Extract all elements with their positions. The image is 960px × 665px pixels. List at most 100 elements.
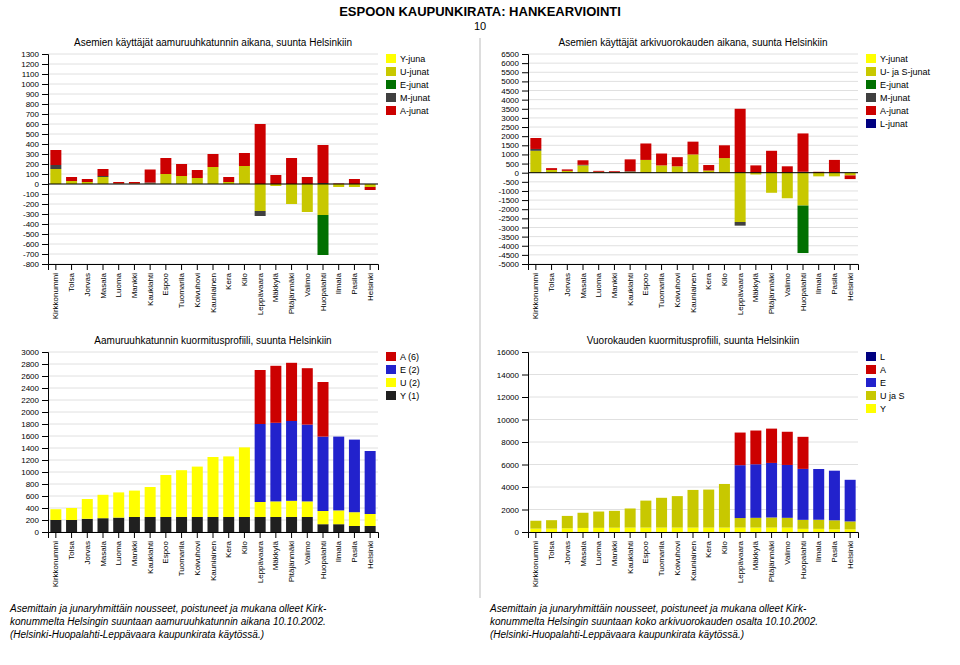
tick-label: -800 bbox=[23, 260, 40, 269]
bar bbox=[703, 489, 714, 490]
bar bbox=[50, 169, 61, 184]
tick: 700 bbox=[26, 110, 48, 119]
bar bbox=[672, 166, 683, 172]
tick-mark bbox=[42, 54, 48, 55]
tick: Pasila bbox=[830, 264, 839, 295]
tick-label: Mäkkylä bbox=[271, 272, 280, 302]
bar bbox=[750, 165, 761, 172]
tick-label: 3500 bbox=[501, 105, 519, 114]
tick-label: Pitäjänmäki bbox=[287, 541, 296, 583]
legend-label: M-junat bbox=[400, 93, 431, 103]
tick: Espoo bbox=[641, 532, 650, 564]
chart: 0200400600800100012001400160018002000220… bbox=[21, 335, 420, 587]
tick: 1400 bbox=[21, 444, 48, 453]
x-axis: KirkkonummiTolsaJorvasMasalaLuomaMankkiK… bbox=[49, 532, 379, 587]
legend-swatch bbox=[866, 378, 876, 387]
tick-mark bbox=[71, 264, 72, 270]
tick-label: Mankki bbox=[130, 273, 139, 299]
tick-label: 16000 bbox=[497, 348, 520, 357]
tick-label: Masala bbox=[99, 540, 108, 566]
tick-label: Huopalahti bbox=[319, 541, 328, 579]
bar bbox=[625, 159, 636, 171]
grid-line bbox=[528, 108, 858, 109]
legend: A (6)E (2)U (2)Y (1) bbox=[386, 352, 420, 401]
bar bbox=[66, 508, 77, 520]
bar bbox=[98, 176, 109, 177]
tick-label: -600 bbox=[23, 240, 40, 249]
chart-title: Aamuruuhkatunnin kuormitusprofiili, suun… bbox=[94, 335, 331, 346]
bar bbox=[562, 515, 573, 516]
tick: Kauklahti bbox=[146, 532, 155, 574]
bar bbox=[640, 528, 651, 532]
tick-label: 800 bbox=[26, 480, 40, 489]
bar bbox=[672, 528, 683, 532]
bar bbox=[113, 492, 124, 493]
chart: -5000-4500-4000-3500-3000-2500-2000-1500… bbox=[499, 37, 931, 319]
bar bbox=[609, 511, 620, 528]
tick-mark bbox=[677, 264, 678, 270]
tick: 0 bbox=[515, 528, 528, 537]
bar bbox=[688, 489, 699, 490]
tick-mark bbox=[693, 264, 694, 270]
tick-mark bbox=[42, 154, 48, 155]
tick-label: Kilo bbox=[240, 272, 249, 286]
bar bbox=[656, 497, 667, 498]
tick-label: 200 bbox=[26, 160, 40, 169]
tick-mark bbox=[834, 264, 835, 270]
grid-line bbox=[528, 54, 858, 55]
tick-label: 8000 bbox=[501, 438, 519, 447]
tick: -1000 bbox=[499, 187, 528, 196]
bar bbox=[208, 457, 219, 458]
tick-label: Leppävaara bbox=[736, 272, 745, 315]
grid bbox=[48, 54, 378, 264]
tick: -4500 bbox=[499, 251, 528, 260]
tick-label: 6500 bbox=[501, 50, 519, 59]
bar bbox=[719, 145, 730, 158]
tick: Koivuhovi bbox=[193, 532, 202, 576]
bar bbox=[798, 133, 809, 171]
bar bbox=[160, 158, 171, 174]
tick-mark bbox=[165, 264, 166, 270]
bar bbox=[703, 165, 714, 170]
tick: 1500 bbox=[501, 141, 528, 150]
tick-label: Tuomarila bbox=[657, 540, 666, 576]
tick-mark bbox=[535, 264, 536, 270]
bar bbox=[286, 421, 297, 501]
tick: Koivuhovi bbox=[193, 264, 202, 308]
bar bbox=[625, 508, 636, 509]
bar bbox=[50, 509, 61, 520]
tick-mark bbox=[228, 264, 229, 270]
bar bbox=[208, 167, 219, 184]
tick-label: Kirkkonummi bbox=[531, 273, 540, 319]
bar bbox=[176, 517, 187, 532]
bar bbox=[813, 173, 824, 177]
tick-label: Pasila bbox=[350, 272, 359, 294]
tick-label: 800 bbox=[26, 100, 40, 109]
tick: 3000 bbox=[501, 114, 528, 123]
bar bbox=[192, 178, 203, 184]
tick: Valimo bbox=[303, 532, 312, 565]
tick-mark bbox=[103, 532, 104, 538]
divider bbox=[480, 38, 481, 598]
y-axis: 0200040006000800010000120001400016000 bbox=[497, 348, 529, 537]
bar bbox=[766, 528, 777, 532]
tick-label: Pasila bbox=[830, 540, 839, 562]
bar bbox=[176, 176, 187, 184]
tick-mark bbox=[55, 532, 56, 538]
tick: Kauniainen bbox=[689, 532, 698, 581]
bar bbox=[593, 171, 604, 172]
grid-line bbox=[528, 99, 858, 100]
bar bbox=[208, 457, 219, 458]
tick-label: 4000 bbox=[501, 96, 519, 105]
tick-label: -1000 bbox=[499, 187, 520, 196]
tick-mark bbox=[118, 532, 119, 538]
bar bbox=[530, 151, 541, 173]
chart: -800-700-600-500-400-300-200-10001002003… bbox=[21, 37, 430, 319]
tick-mark bbox=[850, 264, 851, 270]
tick-label: Kauklahti bbox=[626, 273, 635, 306]
bar bbox=[750, 518, 761, 528]
bar bbox=[255, 184, 266, 211]
legend-item: A (6) bbox=[386, 352, 419, 362]
tick: Kauniainen bbox=[209, 264, 218, 313]
tick: Mankki bbox=[610, 532, 619, 566]
